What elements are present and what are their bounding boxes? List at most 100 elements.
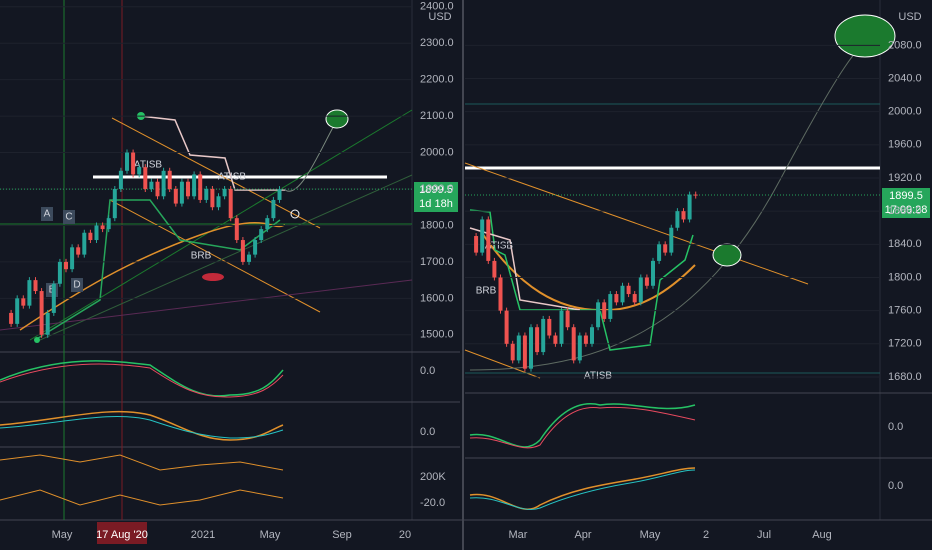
y-tick-label: 1760.0 (888, 305, 922, 317)
y-tick-label: 1600.0 (420, 292, 454, 304)
candle (106, 218, 111, 230)
y-tick-label: 2300.0 (420, 37, 454, 49)
indicator-tick: 0.0 (888, 421, 903, 433)
y-tick-label: 2400.0 (420, 1, 454, 13)
projection (284, 119, 338, 192)
candle (535, 327, 540, 353)
candle (94, 225, 99, 241)
indicator-tick: -20.0 (420, 497, 445, 509)
x-label: 20 (399, 529, 411, 541)
indicator-line (0, 489, 284, 506)
candle (638, 277, 643, 303)
candle (76, 247, 81, 255)
x-label: Aug (812, 529, 832, 541)
candle (608, 294, 613, 319)
candle (222, 189, 227, 197)
y-tick-label: 1900.0 (420, 183, 454, 195)
candle (204, 189, 209, 200)
trend-line (111, 117, 321, 229)
candle (186, 181, 190, 197)
annotation: C (65, 212, 72, 223)
candle (571, 327, 576, 361)
candle (155, 181, 160, 197)
y-tick-label: 2100.0 (420, 110, 454, 122)
candle (198, 174, 203, 200)
y-tick-label: 1500.0 (420, 329, 454, 341)
candle (510, 343, 515, 361)
candle (179, 181, 184, 204)
y-tick-label: 1920.0 (888, 172, 922, 184)
candle (602, 302, 607, 319)
x-label: Apr (574, 529, 591, 541)
currency: USD (428, 11, 451, 23)
candle (253, 240, 258, 255)
y-tick-label: 1960.0 (888, 139, 922, 151)
indicator-line (0, 360, 284, 397)
candle (577, 335, 582, 361)
candle (88, 232, 93, 241)
last-price-box (414, 182, 458, 212)
y-tick-label: 1880.0 (888, 205, 922, 217)
candle (51, 283, 56, 313)
candle (657, 244, 662, 261)
candle (131, 152, 136, 175)
candle (64, 261, 68, 270)
y-tick-label: 2000.0 (420, 146, 454, 158)
x-label: Sep (332, 529, 352, 541)
label-box (63, 210, 75, 224)
annotation: ATISB (134, 160, 162, 171)
candle (596, 302, 601, 328)
candle (529, 327, 533, 369)
candle (271, 199, 276, 219)
candle (559, 310, 564, 344)
candle (626, 285, 631, 295)
candle (492, 260, 497, 278)
candle (57, 261, 62, 284)
candle (33, 280, 38, 292)
candle (583, 335, 588, 344)
y-tick-label: 2000.0 (888, 106, 922, 118)
candle (161, 170, 166, 197)
candle (21, 298, 26, 306)
candle (541, 318, 546, 353)
candle (693, 194, 698, 196)
x-label: May (52, 529, 73, 541)
candle (45, 312, 50, 335)
annotation: BRB (476, 286, 497, 297)
candle (590, 327, 594, 344)
annotation: ATISB (584, 371, 612, 382)
candle (100, 225, 105, 230)
target-ellipse (834, 14, 896, 58)
candle (480, 219, 485, 253)
candle (277, 189, 282, 200)
candle (651, 260, 655, 286)
indicator-tick: 0.0 (420, 426, 435, 438)
y-tick-label: 2040.0 (888, 72, 922, 84)
candle (9, 312, 14, 324)
candle (39, 291, 44, 335)
last-price: 1899.5 (889, 190, 923, 202)
candle (681, 211, 686, 220)
indicator-tick: 200K (420, 471, 446, 483)
candle (614, 294, 619, 303)
trend-line (464, 162, 809, 285)
x-label: 2 (703, 529, 709, 541)
y-tick-label: 1800.0 (420, 219, 454, 231)
candle (687, 194, 692, 220)
candle (565, 310, 570, 328)
indicator-line (0, 415, 284, 439)
candle (82, 232, 87, 255)
stop-line (139, 115, 285, 191)
candle (516, 335, 521, 361)
candle (669, 227, 674, 253)
annotation: A (44, 209, 51, 220)
annotation: BRB (191, 251, 212, 262)
candle (15, 298, 20, 324)
candle (675, 211, 680, 228)
candle (663, 244, 668, 253)
candle (216, 196, 221, 208)
indicator-line (0, 363, 284, 398)
candle (547, 318, 552, 336)
marker-ellipse (202, 273, 224, 281)
